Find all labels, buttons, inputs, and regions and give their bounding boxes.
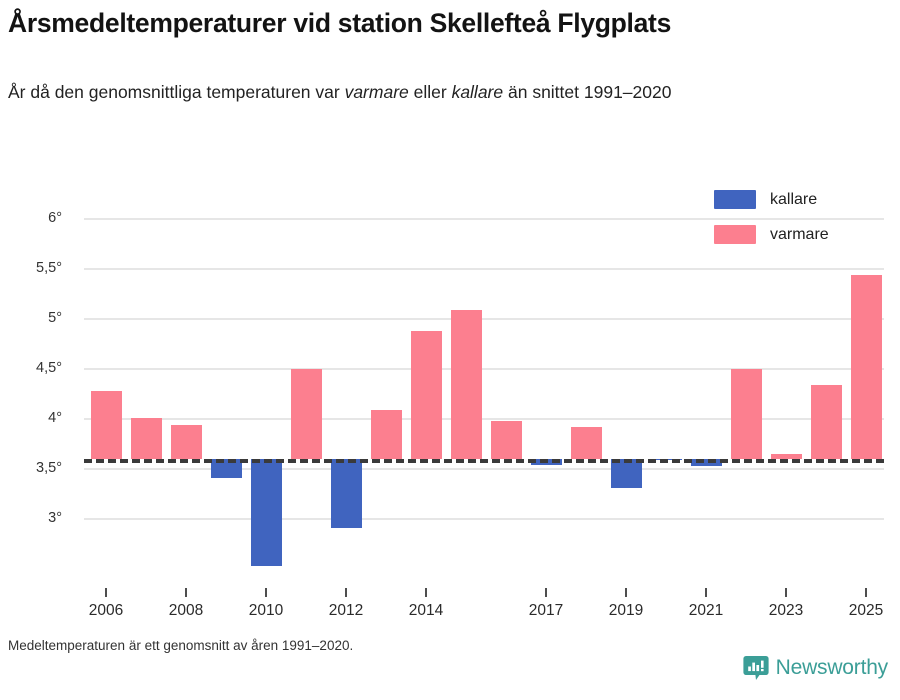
- x-axis-label-2006: 2006: [88, 602, 124, 619]
- gridline: [84, 468, 884, 470]
- bar-2010[interactable]: [250, 459, 282, 566]
- subtitle-emphasis-varmare: varmare: [344, 82, 409, 102]
- chart-bubble-icon: [743, 655, 769, 681]
- brand-logo: Newsworthy: [743, 655, 888, 681]
- bar-2015[interactable]: [450, 310, 482, 459]
- bar-2016[interactable]: [490, 421, 522, 459]
- legend-item-kallare: kallare: [714, 186, 829, 213]
- x-axis-tick: [425, 588, 427, 597]
- page-subtitle: År då den genomsnittliga temperaturen va…: [8, 78, 868, 106]
- legend-label-varmare: varmare: [770, 225, 829, 243]
- y-axis-label: 4°: [48, 410, 62, 426]
- bar-2014[interactable]: [410, 331, 442, 459]
- y-axis-label: 4,5°: [36, 360, 62, 376]
- bar-2006[interactable]: [90, 391, 122, 459]
- gridline: [84, 368, 884, 370]
- bar-2019[interactable]: [610, 459, 642, 488]
- x-axis-label-2017: 2017: [528, 602, 564, 619]
- brand-name: Newsworthy: [775, 656, 889, 679]
- x-axis-tick: [705, 588, 707, 597]
- bar-2024[interactable]: [810, 385, 842, 459]
- y-axis-label: 3°: [48, 510, 62, 526]
- y-axis-label: 3,5°: [36, 460, 62, 476]
- legend-swatch-varmare: [714, 225, 756, 244]
- subtitle-text-1: År då den genomsnittliga temperaturen va…: [8, 82, 345, 102]
- average-reference-line: [84, 459, 884, 463]
- bar-2012[interactable]: [330, 459, 362, 528]
- x-axis-label-2025: 2025: [848, 602, 884, 619]
- y-axis-label: 6°: [48, 210, 62, 226]
- gridline: [84, 318, 884, 320]
- y-axis-label: 5°: [48, 310, 62, 326]
- footer-note: Medeltemperaturen är ett genomsnitt av å…: [8, 638, 354, 653]
- legend-label-kallare: kallare: [770, 190, 818, 208]
- gridline: [84, 418, 884, 420]
- legend-swatch-kallare: [714, 190, 756, 209]
- bar-2008[interactable]: [170, 425, 202, 459]
- x-axis-label-2014: 2014: [408, 602, 444, 619]
- x-axis-tick: [265, 588, 267, 597]
- bar-2018[interactable]: [570, 427, 602, 459]
- x-axis-label-2021: 2021: [688, 602, 724, 619]
- x-axis-tick: [545, 588, 547, 597]
- bar-2011[interactable]: [290, 369, 322, 459]
- gridline: [84, 518, 884, 520]
- x-axis-label-2019: 2019: [608, 602, 644, 619]
- x-axis-label-2023: 2023: [768, 602, 804, 619]
- chart-legend: kallare varmare: [714, 186, 829, 256]
- bar-2023[interactable]: [770, 454, 802, 459]
- page-title: Årsmedeltemperaturer vid station Skellef…: [8, 8, 672, 38]
- x-axis-label-2008: 2008: [168, 602, 204, 619]
- x-axis-label-2012: 2012: [328, 602, 364, 619]
- bar-chart: 3° 3,5° 4° 4,5° 5° 5,5° 6° 2006 2008 2010 2012 2014…: [0, 178, 900, 619]
- gridline: [84, 218, 884, 220]
- x-axis-label-2010: 2010: [248, 602, 284, 619]
- y-axis-label: 5,5°: [36, 260, 62, 276]
- gridline: [84, 268, 884, 270]
- x-axis-tick: [105, 588, 107, 597]
- bar-2025[interactable]: [850, 275, 882, 459]
- plot-area: 3° 3,5° 4° 4,5° 5° 5,5° 6° 2006 2008 2010 2012 2014…: [36, 199, 884, 619]
- x-axis-tick: [785, 588, 787, 597]
- x-axis-tick: [185, 588, 187, 597]
- subtitle-emphasis-kallare: kallare: [451, 82, 504, 102]
- bar-2009[interactable]: [210, 459, 242, 478]
- bar-2013[interactable]: [370, 410, 402, 459]
- x-axis-tick: [865, 588, 867, 597]
- x-axis-tick: [345, 588, 347, 597]
- subtitle-text-3: än snittet 1991–2020: [503, 82, 672, 102]
- x-axis-tick: [625, 588, 627, 597]
- bar-2022[interactable]: [730, 369, 762, 459]
- legend-item-varmare: varmare: [714, 221, 829, 248]
- subtitle-text-2: eller: [408, 82, 452, 102]
- bar-2007[interactable]: [130, 418, 162, 459]
